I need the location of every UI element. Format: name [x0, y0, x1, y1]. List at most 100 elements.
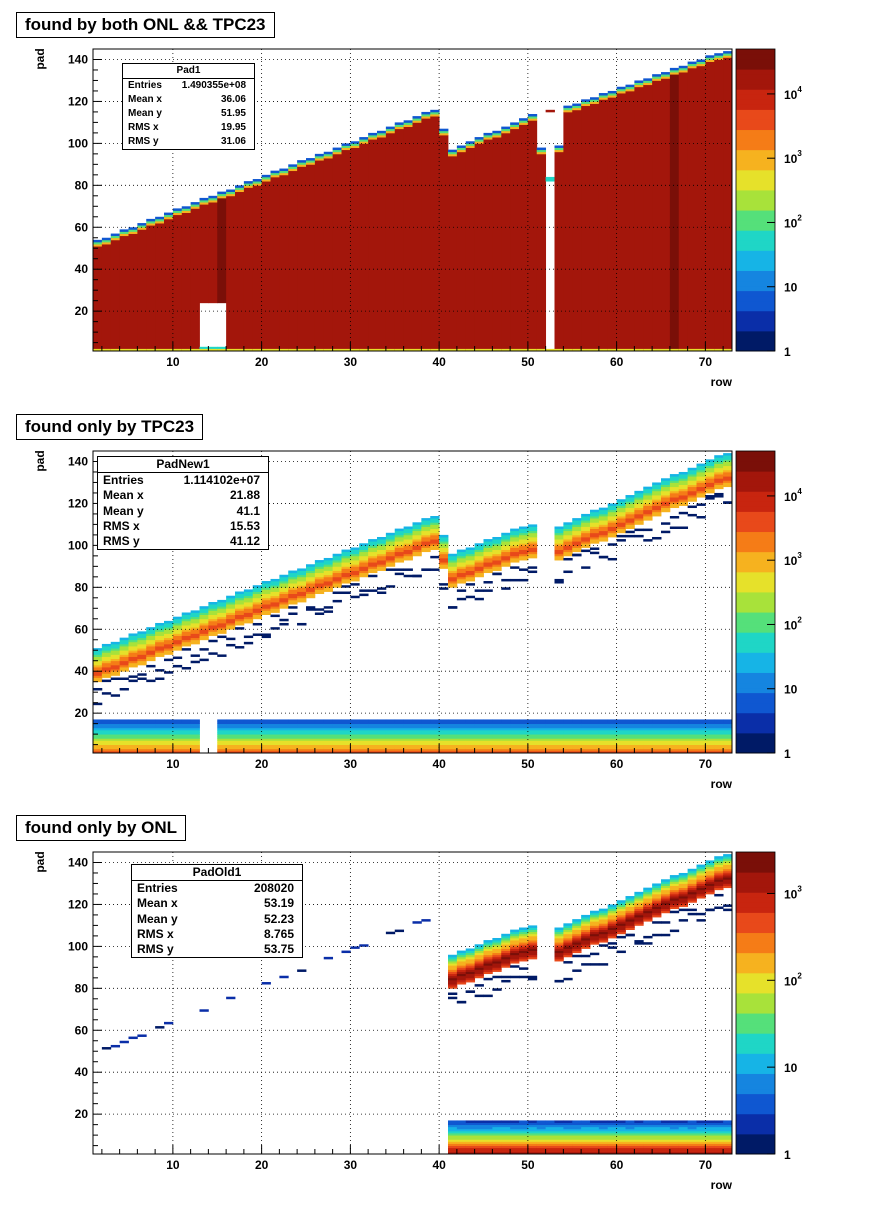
color-bar-cell — [736, 330, 775, 337]
heatmap-cell — [385, 555, 396, 559]
heatmap-cell — [492, 1135, 502, 1138]
heatmap-cell — [350, 560, 360, 563]
heatmap-cell — [110, 646, 121, 649]
heatmap-cell — [226, 996, 236, 1000]
heatmap-cell — [368, 748, 378, 752]
heatmap-cell — [669, 490, 680, 494]
heatmap-cell — [394, 534, 405, 538]
heatmap-cell — [199, 633, 209, 636]
color-bar-cell — [736, 1028, 775, 1034]
heatmap-cell — [377, 545, 387, 548]
heatmap-cell — [288, 727, 298, 731]
heatmap-cell — [661, 898, 671, 901]
heatmap-cell — [643, 1139, 653, 1142]
heatmap-cell — [714, 879, 724, 882]
heatmap-cell — [421, 518, 431, 521]
heatmap-cell — [554, 946, 564, 949]
heatmap-cell — [590, 1141, 600, 1144]
heatmap-cell — [217, 612, 227, 615]
heatmap-cell — [456, 1135, 467, 1138]
heatmap-cell — [714, 725, 724, 729]
heatmap-cell — [377, 553, 387, 557]
heatmap-cell — [634, 520, 644, 523]
heatmap-cell — [723, 455, 733, 458]
heatmap-cell — [297, 162, 307, 165]
heatmap-cell — [563, 940, 573, 943]
color-bar-cell — [736, 1058, 775, 1064]
heatmap-cell — [93, 740, 103, 743]
heatmap-cell — [456, 975, 467, 979]
heatmap-cell — [430, 116, 440, 352]
heatmap-cell — [598, 732, 609, 735]
plot-frame — [92, 851, 733, 1155]
heatmap-cell — [492, 748, 502, 752]
heatmap-cell — [652, 908, 662, 912]
heatmap-cell — [581, 532, 591, 536]
heatmap-cell — [430, 727, 440, 731]
heatmap-cell — [288, 746, 298, 750]
heatmap-cell — [616, 528, 626, 532]
heatmap-cell — [723, 740, 733, 743]
color-bar-cell — [736, 667, 775, 673]
heatmap-cell — [519, 1145, 529, 1149]
color-bar-cell — [736, 632, 775, 638]
heatmap-cell — [669, 885, 680, 889]
heatmap-cell — [314, 583, 325, 586]
heatmap-cell — [723, 1124, 733, 1128]
heatmap-cell — [625, 738, 635, 741]
heatmap-cell — [652, 885, 662, 889]
heatmap-cell — [661, 1124, 671, 1128]
heatmap-cell — [155, 748, 165, 752]
heatmap-cell — [252, 587, 263, 590]
heatmap-cell — [572, 526, 582, 529]
heatmap-cell — [501, 587, 511, 590]
heatmap-cell — [403, 551, 413, 555]
heatmap-cell — [652, 1141, 662, 1144]
heatmap-cell — [368, 721, 378, 725]
heatmap-cell — [519, 937, 529, 941]
x-tick-label: 60 — [610, 355, 624, 369]
heatmap-cell — [572, 744, 582, 748]
stats-row: Entries 1.114102e+07 — [103, 473, 260, 488]
heatmap-cell — [456, 971, 467, 975]
heatmap-cell — [332, 750, 342, 754]
heatmap-cell — [723, 453, 733, 456]
heatmap-cell — [536, 742, 547, 746]
heatmap-cell — [705, 486, 715, 490]
heatmap-cell — [510, 935, 520, 939]
heatmap-cell — [288, 581, 298, 584]
color-bar-cell — [736, 982, 775, 989]
heatmap-cell — [456, 967, 467, 970]
heatmap-cell — [448, 734, 458, 737]
color-bar-label: 10 — [784, 683, 798, 697]
heatmap-cell — [598, 927, 609, 930]
heatmap-cell — [501, 128, 511, 132]
heatmap-cell — [572, 1122, 582, 1126]
heatmap-cell — [421, 740, 431, 743]
heatmap-cell — [678, 898, 689, 901]
heatmap-cell — [93, 656, 103, 660]
heatmap-cell — [492, 572, 502, 576]
heatmap-cell — [155, 750, 165, 754]
heatmap-cell — [394, 557, 405, 561]
color-bar-cell — [736, 335, 775, 342]
heatmap-cell — [625, 732, 635, 735]
heatmap-cell — [714, 872, 724, 876]
heatmap-cell — [377, 132, 387, 136]
heatmap-cell — [572, 931, 582, 935]
heatmap-cell — [279, 727, 289, 731]
heatmap-cell — [385, 732, 396, 735]
heatmap-cell — [510, 566, 520, 569]
heatmap-cell — [332, 557, 342, 561]
heatmap-cell — [199, 622, 209, 626]
heatmap-cell — [439, 128, 449, 132]
heatmap-cell — [93, 239, 103, 243]
heatmap-cell — [93, 727, 103, 731]
color-bar-cell — [736, 942, 775, 949]
color-bar-cell — [736, 1038, 775, 1044]
heatmap-cell — [110, 237, 121, 241]
heatmap-cell — [590, 925, 600, 928]
heatmap-cell — [199, 608, 209, 611]
heatmap-cell — [332, 574, 342, 578]
color-bar-cell — [736, 240, 775, 246]
